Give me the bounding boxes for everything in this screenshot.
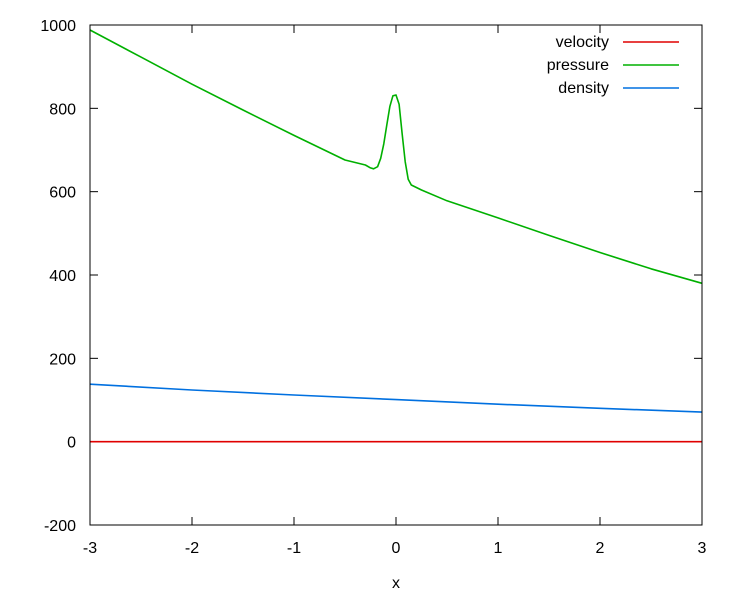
x-tick-label: 0 — [392, 540, 401, 557]
series-line-density — [89, 383, 703, 413]
y-tick-label: 800 — [49, 101, 76, 118]
legend-label-density: density — [558, 80, 609, 97]
x-axis-label: x — [392, 575, 400, 592]
ticks: -3 -2 -1 0 1 2 3 -200 0 200 400 600 800 1000 — [40, 18, 706, 557]
y-tick-label: 600 — [49, 185, 76, 202]
legend: velocity pressure density — [547, 34, 679, 97]
y-tick-label: -200 — [44, 518, 76, 535]
x-tick-label: 3 — [698, 540, 707, 557]
y-tick-label: 0 — [67, 435, 76, 452]
legend-label-velocity: velocity — [556, 34, 609, 51]
x-tick-label: 1 — [494, 540, 503, 557]
x-tick-label: 2 — [596, 540, 605, 557]
x-tick-label: -2 — [185, 540, 199, 557]
series-line-pressure — [89, 29, 703, 285]
series — [89, 29, 703, 443]
y-tick-label: 400 — [49, 268, 76, 285]
y-tick-label: 200 — [49, 351, 76, 368]
x-tick-label: -3 — [83, 540, 97, 557]
plot-frame — [89, 24, 703, 526]
x-tick-label: -1 — [287, 540, 301, 557]
legend-label-pressure: pressure — [547, 57, 609, 74]
y-tick-label: 1000 — [40, 18, 76, 35]
